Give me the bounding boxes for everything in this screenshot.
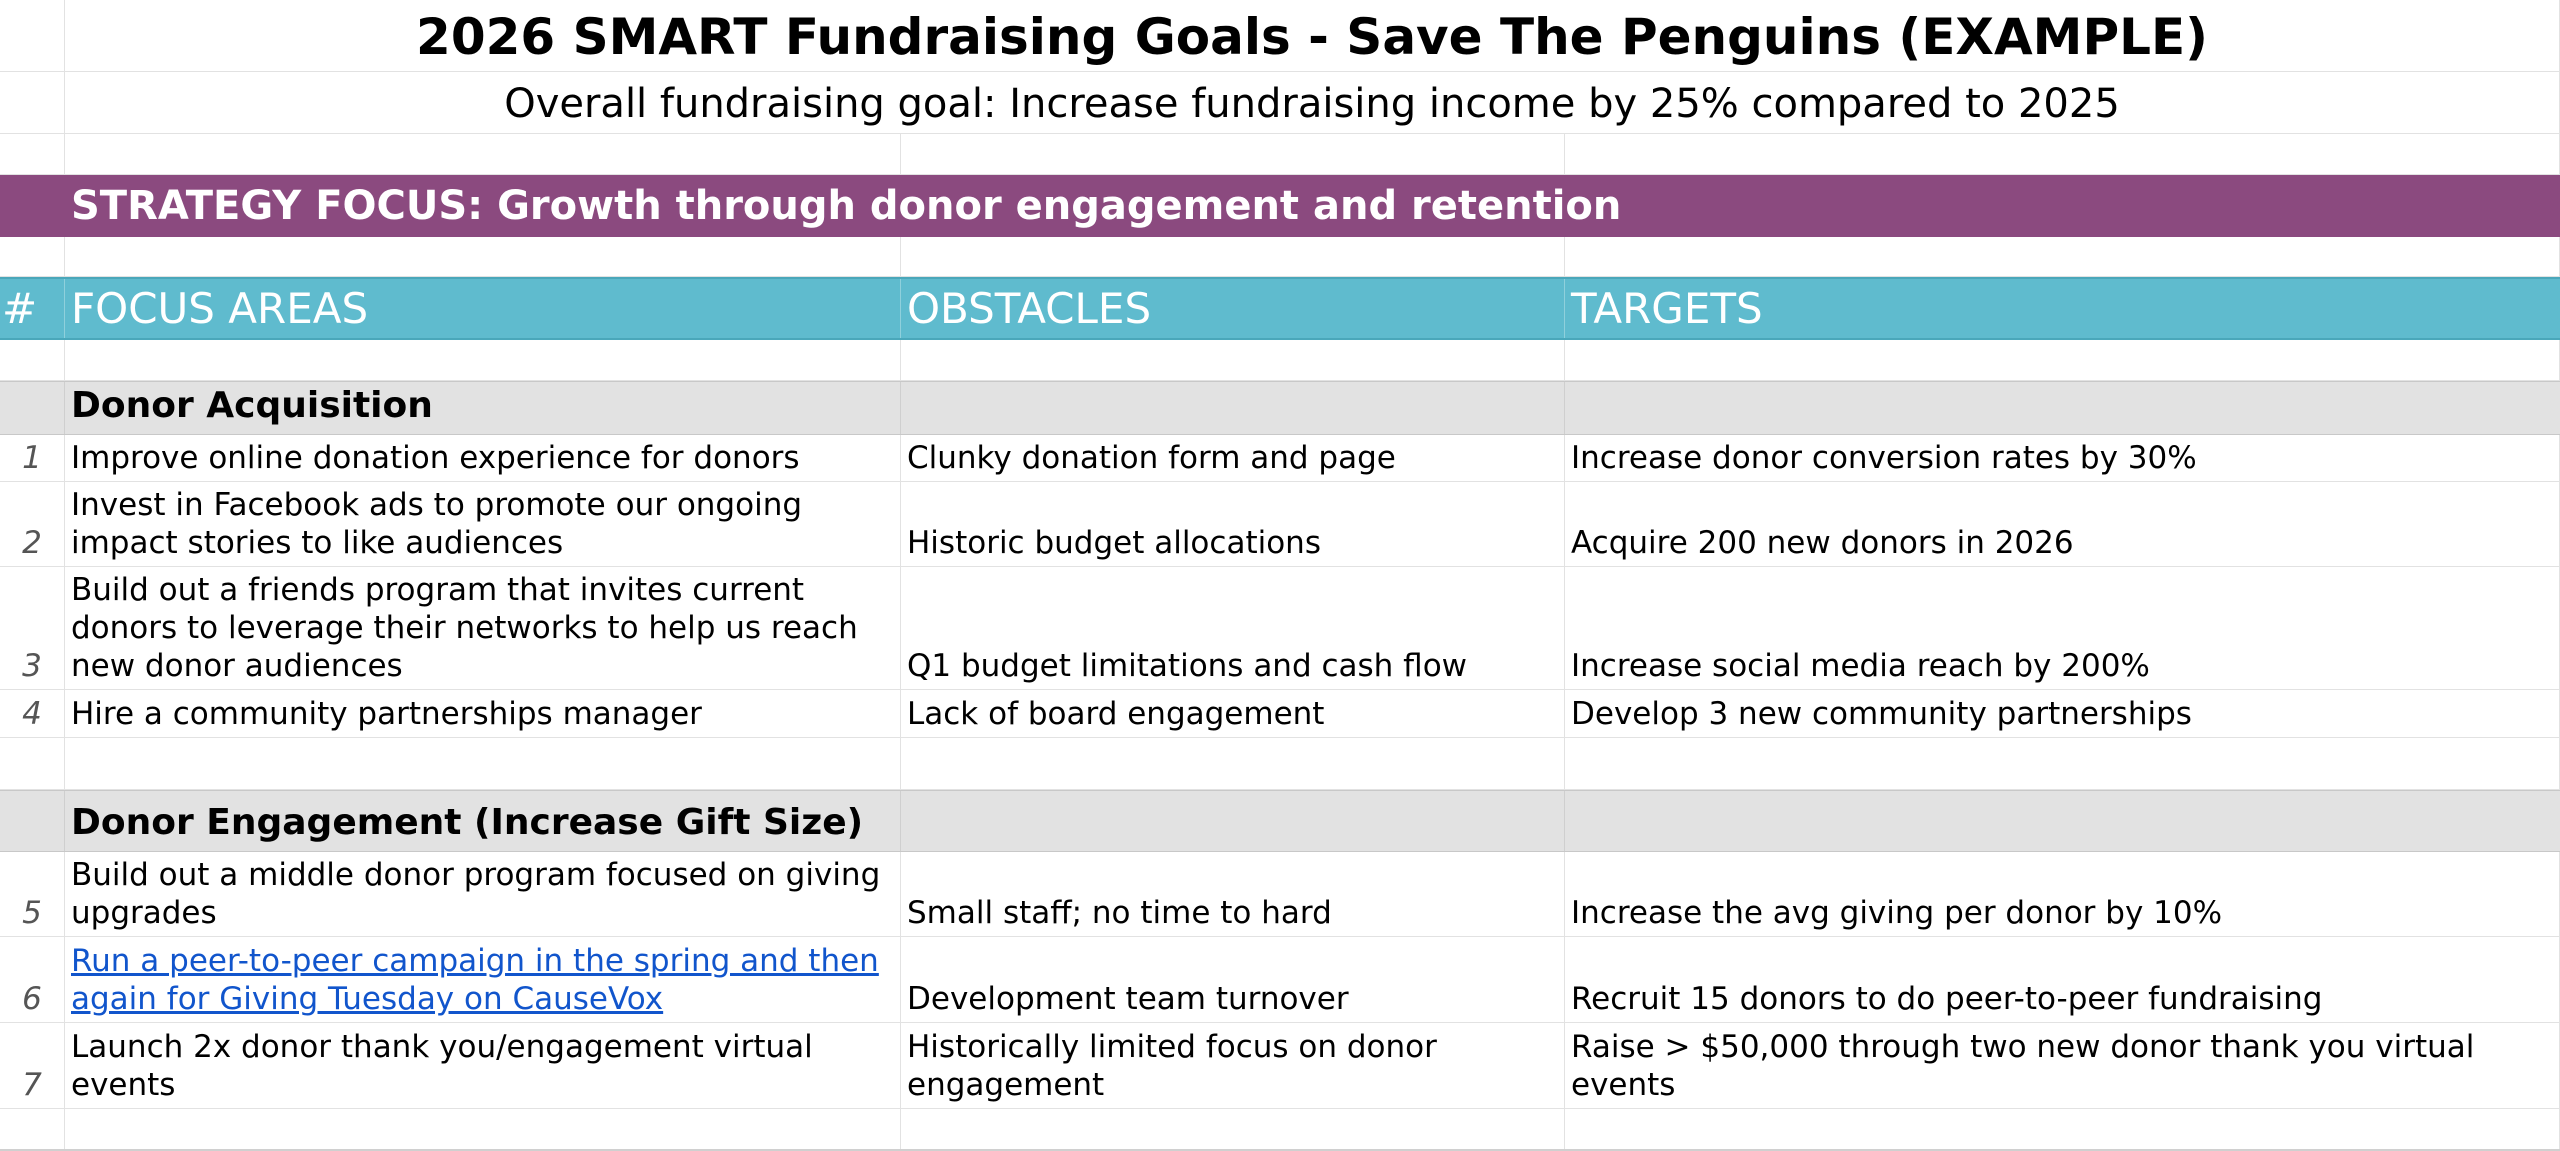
target-cell[interactable]: Increase donor conversion rates by 30%: [1571, 440, 2197, 476]
row-number: 2: [22, 525, 42, 561]
focus-area-cell[interactable]: Run a peer-to-peer campaign in the sprin…: [64, 937, 900, 1022]
subtitle-row[interactable]: [0, 72, 2560, 134]
title-row[interactable]: [0, 0, 2560, 72]
focus-area-cell[interactable]: Invest in Facebook ads to promote our on…: [71, 487, 803, 561]
obstacle-cell[interactable]: Historic budget allocations: [907, 525, 1321, 561]
section-divider: [64, 791, 65, 851]
row-number: 6: [22, 981, 42, 1017]
header-focus-areas: FOCUS AREAS: [71, 284, 369, 333]
obstacle-cell[interactable]: Lack of board engagement: [907, 696, 1325, 732]
focus-area-cell[interactable]: Build out a friends program that invites…: [71, 572, 858, 684]
table-row[interactable]: 6 Run a peer-to-peer campaign in the spr…: [0, 937, 2560, 1023]
obstacle-cell[interactable]: Historically limited focus on donor enga…: [907, 1029, 1437, 1103]
target-cell[interactable]: Raise > $50,000 through two new donor th…: [1571, 1029, 2475, 1103]
obstacle-cell[interactable]: Development team turnover: [907, 981, 1349, 1017]
focus-area-cell[interactable]: Build out a middle donor program focused…: [71, 857, 881, 931]
sheet-subtitle: Overall fundraising goal: Increase fundr…: [504, 81, 2120, 127]
table-row[interactable]: 5 Build out a middle donor program focus…: [0, 852, 2560, 937]
obstacle-cell[interactable]: Small staff; no time to hard: [907, 895, 1332, 931]
target-cell[interactable]: Develop 3 new community partnerships: [1571, 696, 2192, 732]
row-number: 5: [22, 895, 42, 931]
row-number: 4: [22, 696, 42, 732]
focus-area-cell[interactable]: Hire a community partnerships manager: [71, 696, 702, 732]
table-row[interactable]: 2 Invest in Facebook ads to promote our …: [0, 482, 2560, 567]
section-divider: [64, 382, 65, 434]
section-header-donor-engagement[interactable]: Donor Engagement (Increase Gift Size): [0, 790, 2560, 852]
target-cell[interactable]: Recruit 15 donors to do peer-to-peer fun…: [1571, 981, 2323, 1017]
table-row[interactable]: 7 Launch 2x donor thank you/engagement v…: [0, 1023, 2560, 1109]
section-label: Donor Acquisition: [71, 385, 433, 426]
target-cell[interactable]: Acquire 200 new donors in 2026: [1571, 525, 2074, 561]
section-divider: [900, 791, 901, 851]
header-divider: [900, 279, 901, 338]
column-divider: [64, 0, 65, 1151]
empty-row[interactable]: [0, 738, 2560, 790]
strategy-banner[interactable]: STRATEGY FOCUS: Growth through donor eng…: [0, 175, 2560, 237]
obstacle-cell[interactable]: Clunky donation form and page: [907, 440, 1396, 476]
header-divider: [1564, 279, 1565, 338]
empty-row[interactable]: [0, 1109, 2560, 1151]
obstacle-cell[interactable]: Q1 budget limitations and cash flow: [907, 648, 1468, 684]
table-row[interactable]: 4 Hire a community partnerships manager …: [0, 690, 2560, 738]
section-label: Donor Engagement (Increase Gift Size): [71, 802, 864, 843]
empty-row[interactable]: [0, 134, 2560, 175]
empty-row[interactable]: [0, 340, 2560, 381]
header-num: #: [2, 284, 38, 333]
target-cell[interactable]: Increase the avg giving per donor by 10%: [1571, 895, 2223, 931]
column-divider: [1564, 134, 1565, 1151]
row-number: 7: [22, 1067, 42, 1103]
target-cell[interactable]: Increase social media reach by 200%: [1571, 648, 2150, 684]
column-header-row[interactable]: # FOCUS AREAS OBSTACLES TARGETS: [0, 277, 2560, 340]
section-divider: [1564, 791, 1565, 851]
table-row[interactable]: 3 Build out a friends program that invit…: [0, 567, 2560, 690]
row-number: 1: [22, 440, 42, 476]
section-divider: [900, 382, 901, 434]
table-row[interactable]: 1 Improve online donation experience for…: [0, 435, 2560, 482]
column-divider: [900, 134, 901, 1151]
section-divider: [1564, 382, 1565, 434]
header-targets: TARGETS: [1571, 284, 1763, 333]
header-divider: [64, 279, 65, 338]
section-header-donor-acquisition[interactable]: Donor Acquisition: [0, 381, 2560, 435]
causevox-link[interactable]: Run a peer-to-peer campaign in the sprin…: [71, 943, 879, 1017]
focus-area-cell[interactable]: Launch 2x donor thank you/engagement vir…: [71, 1029, 813, 1103]
header-obstacles: OBSTACLES: [907, 284, 1152, 333]
empty-row[interactable]: [0, 237, 2560, 277]
strategy-focus-text: STRATEGY FOCUS: Growth through donor eng…: [71, 183, 1622, 229]
focus-area-cell[interactable]: Improve online donation experience for d…: [71, 440, 800, 476]
sheet-title: 2026 SMART Fundraising Goals - Save The …: [416, 8, 2208, 66]
row-number: 3: [22, 648, 42, 684]
